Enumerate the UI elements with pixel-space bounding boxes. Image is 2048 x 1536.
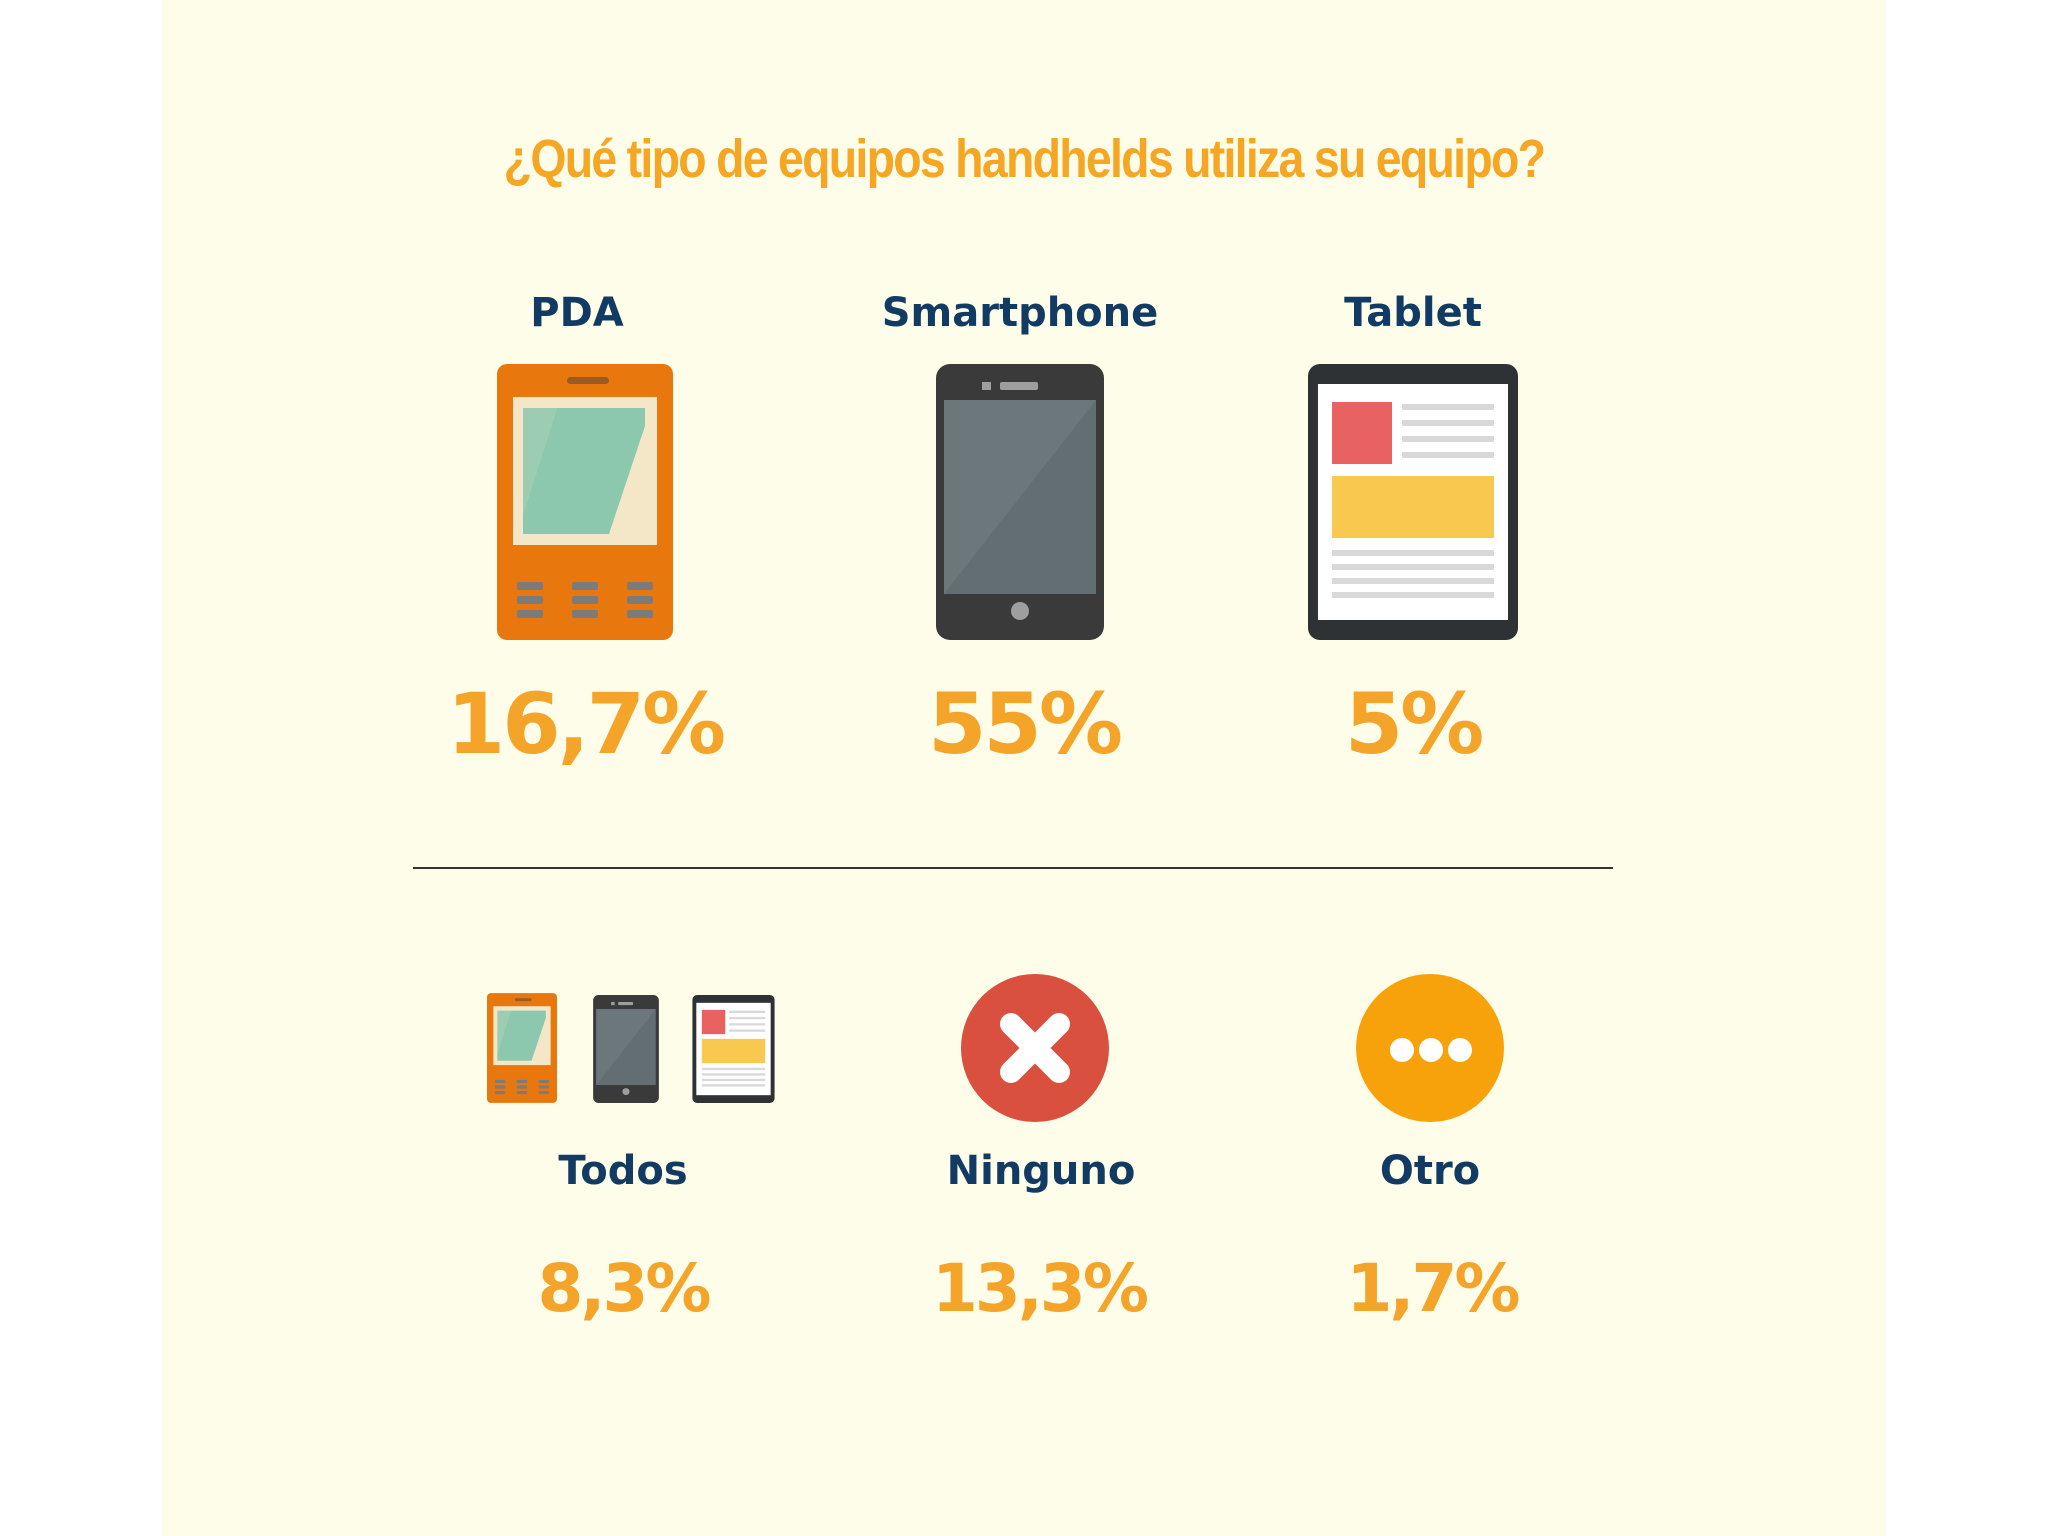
tablet-small-icon	[692, 995, 775, 1103]
x-circle-icon	[961, 974, 1109, 1122]
label-todos: Todos	[558, 1148, 688, 1194]
section-divider	[413, 867, 1613, 869]
label-pda: PDA	[530, 290, 624, 336]
percent-tablet: 5%	[1344, 675, 1485, 773]
tablet-icon	[1308, 364, 1518, 640]
all-devices-icon	[487, 993, 777, 1103]
percent-otro: 1,7%	[1346, 1250, 1520, 1327]
infographic-background	[162, 0, 1886, 1536]
infographic-title: ¿Qué tipo de equipos handhelds utiliza s…	[503, 129, 1546, 189]
smartphone-icon	[936, 364, 1104, 640]
pda-small-icon	[487, 993, 557, 1103]
percent-ninguno: 13,3%	[932, 1250, 1149, 1327]
percent-smartphone: 55%	[927, 675, 1123, 773]
pda-icon	[497, 364, 673, 640]
percent-pda: 16,7%	[446, 675, 726, 773]
more-dots-icon	[1356, 974, 1504, 1122]
label-otro: Otro	[1379, 1148, 1481, 1194]
label-smartphone: Smartphone	[881, 290, 1159, 336]
label-ninguno: Ninguno	[946, 1148, 1136, 1194]
smartphone-small-icon	[593, 995, 659, 1103]
percent-todos: 8,3%	[537, 1250, 711, 1327]
label-tablet: Tablet	[1344, 290, 1482, 336]
